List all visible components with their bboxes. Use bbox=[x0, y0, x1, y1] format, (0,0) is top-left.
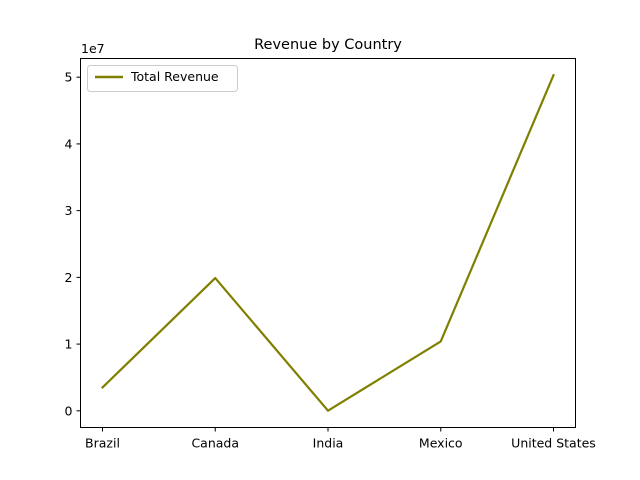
axis-ticks: 0 1 2 3 4 5 Brazil Canada India Mexico United Stat… bbox=[65, 70, 596, 451]
y-tick-label-5: 5 bbox=[65, 70, 73, 85]
y-tick-label-0: 0 bbox=[65, 403, 73, 418]
legend: Total Revenue bbox=[87, 65, 238, 92]
plot-area: 0 1 2 3 4 5 Brazil Canada India Mexico United Stat… bbox=[65, 58, 596, 451]
plot-frame bbox=[80, 58, 576, 428]
y-tick-label-4: 4 bbox=[65, 136, 73, 151]
y-tick-label-3: 3 bbox=[65, 203, 73, 218]
series-line-0 bbox=[100, 73, 555, 412]
x-tick-label-2: India bbox=[313, 436, 344, 451]
y-offset-label: 1e7 bbox=[81, 41, 105, 56]
series-layer bbox=[100, 73, 555, 412]
y-tick-label-1: 1 bbox=[65, 337, 73, 352]
x-tick-label-3: Mexico bbox=[419, 436, 463, 451]
legend-box bbox=[87, 65, 238, 92]
x-tick-label-1: Canada bbox=[191, 436, 239, 451]
x-tick-label-4: United States bbox=[511, 436, 596, 451]
legend-label-total-revenue: Total Revenue bbox=[130, 69, 219, 84]
x-tick-label-0: Brazil bbox=[85, 436, 120, 451]
chart-title: Revenue by Country bbox=[254, 37, 402, 53]
y-tick-label-2: 2 bbox=[65, 270, 73, 285]
